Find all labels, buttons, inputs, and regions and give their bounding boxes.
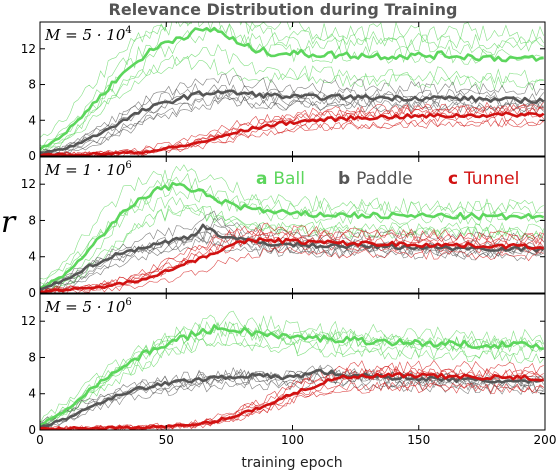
series-line-ball (40, 324, 544, 426)
run-line-paddle (40, 227, 544, 289)
run-line-ball (40, 337, 544, 427)
panel-2: 0 4 8 12 M = 1 · 106 (21, 156, 546, 300)
panel-lines (40, 310, 545, 430)
panel-label-exponent: 6 (125, 297, 131, 308)
y-tick-label: 8 (28, 350, 36, 364)
run-line-ball (40, 164, 544, 292)
run-line-ball (40, 196, 544, 285)
legend-letter: c (448, 169, 464, 189)
panel-label-text: M = 5 · 10 (44, 298, 126, 316)
x-tick-label: 50 (159, 433, 174, 447)
run-line-paddle (40, 230, 544, 293)
series-line-tunnel (40, 237, 545, 293)
legend-name: Tunnel (463, 169, 519, 189)
legend-name: Ball (273, 169, 305, 189)
y-tick-label: 12 (21, 177, 36, 191)
run-line-paddle (40, 94, 544, 156)
series-line-paddle (40, 89, 545, 155)
run-line-ball (40, 205, 544, 293)
y-tick-label: 8 (28, 78, 36, 92)
x-tick-label: 200 (534, 433, 556, 447)
legend-entry-tunnel: c Tunnel (448, 169, 519, 189)
panel-label: M = 5 · 104 (44, 25, 132, 44)
y-tick-label: 12 (21, 314, 36, 328)
run-line-paddle (40, 96, 544, 156)
run-line-ball (40, 22, 544, 151)
run-line-tunnel (40, 117, 544, 156)
y-axis-label: r (1, 205, 17, 240)
legend-entry-ball: a Ball (256, 169, 305, 189)
series-line-ball (40, 181, 545, 290)
legend-letter: b (338, 169, 356, 189)
run-line-ball (40, 44, 544, 153)
run-line-tunnel (40, 222, 544, 293)
panel-lines (40, 22, 545, 156)
y-tick-label: 8 (28, 213, 36, 227)
run-line-tunnel (40, 110, 544, 156)
run-line-paddle (40, 217, 544, 293)
run-line-ball (40, 22, 544, 138)
series-line-paddle (40, 223, 545, 291)
panel-label-exponent: 4 (125, 25, 131, 36)
run-line-ball (40, 203, 544, 291)
panel-3: 0 4 8 12 M = 5 · 106 (21, 293, 546, 437)
run-line-paddle (40, 82, 544, 156)
panel-label-text: M = 1 · 10 (44, 161, 126, 179)
run-line-paddle (40, 223, 544, 293)
panel-label-exponent: 6 (125, 160, 131, 171)
run-line-ball (40, 184, 544, 290)
run-line-ball (40, 55, 544, 147)
run-line-tunnel (40, 380, 544, 430)
legend-entry-paddle: b Paddle (338, 169, 413, 189)
panel-label-text: M = 5 · 10 (44, 26, 126, 44)
run-line-paddle (40, 379, 544, 428)
legend: a Ball b Paddle c Tunnel (256, 169, 519, 189)
y-tick-label: 0 (28, 286, 36, 300)
series-line-tunnel (40, 371, 544, 430)
legend-name: Paddle (356, 169, 413, 189)
panel-label: M = 1 · 106 (44, 160, 132, 179)
y-tick-label: 12 (21, 42, 36, 56)
x-tick-label: 150 (407, 433, 430, 447)
run-line-tunnel (40, 103, 544, 156)
panel-lines (40, 164, 545, 293)
y-tick-label: 4 (28, 250, 36, 264)
run-line-ball (40, 321, 544, 427)
chart-title: Relevance Distribution during Training (109, 0, 458, 19)
run-line-ball (40, 170, 544, 280)
y-tick-label: 4 (28, 113, 36, 127)
run-line-paddle (40, 73, 544, 155)
run-line-ball (40, 310, 544, 428)
series-line-ball (40, 26, 544, 151)
y-tick-label: 4 (28, 387, 36, 401)
x-axis-label: training epoch (241, 455, 342, 471)
y-tick-label: 0 (28, 149, 36, 163)
x-tick-label: 100 (281, 433, 304, 447)
legend-letter: a (256, 169, 273, 189)
series-line-tunnel (40, 111, 545, 156)
x-tick-label: 0 (36, 433, 44, 447)
y-tick-label: 0 (28, 423, 36, 437)
panel-label: M = 5 · 106 (44, 297, 132, 316)
